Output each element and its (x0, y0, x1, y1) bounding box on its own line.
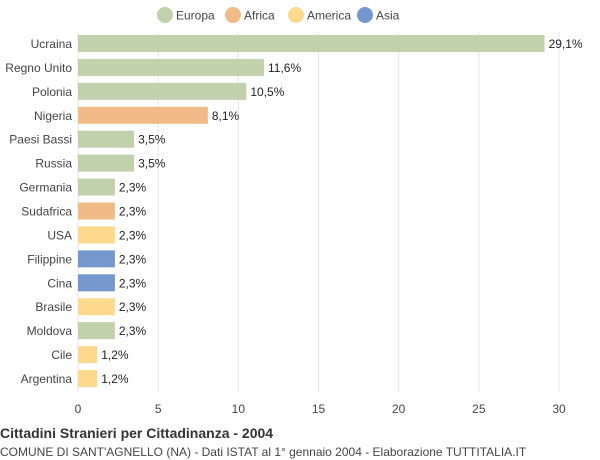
category-label-sudafrica: Sudafrica (21, 205, 72, 219)
x-tick-label-2: 10 (232, 402, 246, 416)
value-label-cile: 1,2% (101, 348, 129, 362)
bar-row-brasile: Brasile 2,3% (35, 298, 147, 316)
category-label-moldova: Moldova (27, 324, 73, 338)
value-label-ucraina: 29,1% (549, 37, 583, 51)
value-label-sudafrica: 2,3% (119, 205, 147, 219)
x-tick-label-1: 5 (155, 402, 162, 416)
chart-subtitle: COMUNE DI SANT'AGNELLO (NA) - Dati ISTAT… (0, 445, 527, 459)
legend-swatch-asia (357, 7, 373, 23)
bar-row-ucraina: Ucraina 29,1% (31, 35, 583, 52)
bar-row-regno-unito: Regno Unito 11,6% (5, 58, 301, 76)
bar-row-moldova: Moldova 2,3% (27, 322, 147, 340)
category-label-cile: Cile (51, 348, 72, 362)
category-label-nigeria: Nigeria (34, 109, 72, 123)
bar-row-sudafrica: Sudafrica 2,3% (21, 202, 147, 220)
x-tick-label-6: 30 (552, 402, 566, 416)
legend-label-europa: Europa (176, 9, 215, 23)
value-label-filippine: 2,3% (119, 252, 147, 266)
legend-item-asia: Asia (357, 7, 400, 23)
value-label-paesi-bassi: 3,5% (138, 133, 166, 147)
category-label-brasile: Brasile (35, 300, 72, 314)
bar-argentina (78, 370, 98, 388)
value-label-polonia: 10,5% (250, 85, 284, 99)
legend-label-africa: Africa (244, 9, 275, 23)
value-label-russia: 3,5% (138, 157, 166, 171)
bar-regno-unito (78, 58, 264, 76)
bar-polonia (78, 82, 247, 100)
bar-russia (78, 154, 135, 172)
x-tick-label-5: 25 (472, 402, 486, 416)
category-label-ucraina: Ucraina (31, 37, 73, 51)
category-label-russia: Russia (35, 157, 72, 171)
bar-filippine (78, 250, 115, 268)
value-label-regno-unito: 11,6% (268, 61, 301, 75)
category-label-argentina: Argentina (21, 372, 73, 386)
bar-row-germania: Germania 2,3% (19, 178, 147, 196)
bar-chart: Europa Africa America Asia Ucraina 29,1% Regn… (5, 7, 583, 416)
category-label-germania: Germania (19, 181, 72, 195)
bar-paesi-bassi (78, 130, 135, 148)
bars: Ucraina 29,1% Regno Unito 11,6% Polonia 10,5%… (5, 35, 583, 388)
x-axis: 0 5 10 15 20 25 30 (75, 402, 566, 416)
value-label-brasile: 2,3% (119, 300, 147, 314)
bar-moldova (78, 322, 115, 340)
value-label-usa: 2,3% (119, 228, 147, 242)
legend-swatch-africa (225, 7, 241, 23)
value-label-argentina: 1,2% (101, 372, 129, 386)
bar-row-nigeria: Nigeria 8,1% (34, 106, 240, 124)
bar-germania (78, 178, 115, 196)
bar-row-usa: USA 2,3% (47, 226, 147, 244)
category-label-paesi-bassi: Paesi Bassi (9, 133, 72, 147)
value-label-nigeria: 8,1% (212, 109, 240, 123)
legend-item-america: America (288, 7, 351, 23)
category-label-regno-unito: Regno Unito (5, 61, 72, 75)
chart-title: Cittadini Stranieri per Cittadinanza - 2… (0, 425, 274, 441)
category-label-polonia: Polonia (32, 85, 72, 99)
legend: Europa Africa America Asia (157, 7, 400, 23)
bar-nigeria (78, 106, 208, 124)
x-tick-label-4: 20 (392, 402, 406, 416)
bar-sudafrica (78, 202, 115, 220)
bar-cile (78, 346, 98, 364)
legend-label-america: America (307, 9, 351, 23)
category-label-usa: USA (47, 228, 72, 242)
value-label-cina: 2,3% (119, 276, 147, 290)
legend-label-asia: Asia (376, 9, 400, 23)
bar-cina (78, 274, 115, 292)
x-tick-label-3: 15 (312, 402, 326, 416)
category-label-filippine: Filippine (27, 252, 72, 266)
legend-swatch-america (288, 7, 304, 23)
bar-row-filippine: Filippine 2,3% (27, 250, 147, 268)
category-label-cina: Cina (47, 276, 72, 290)
bar-row-paesi-bassi: Paesi Bassi 3,5% (9, 130, 166, 148)
bar-brasile (78, 298, 115, 316)
bar-row-argentina: Argentina 1,2% (21, 370, 129, 388)
legend-item-africa: Africa (225, 7, 275, 23)
legend-item-europa: Europa (157, 7, 215, 23)
x-tick-label-0: 0 (75, 402, 82, 416)
bar-ucraina (78, 35, 545, 52)
bar-row-cina: Cina 2,3% (47, 274, 147, 292)
value-label-germania: 2,3% (119, 181, 147, 195)
legend-swatch-europa (157, 7, 173, 23)
bar-row-russia: Russia 3,5% (35, 154, 166, 172)
bar-row-cile: Cile 1,2% (51, 346, 129, 364)
value-label-moldova: 2,3% (119, 324, 147, 338)
bar-usa (78, 226, 115, 244)
bar-row-polonia: Polonia 10,5% (32, 82, 285, 100)
